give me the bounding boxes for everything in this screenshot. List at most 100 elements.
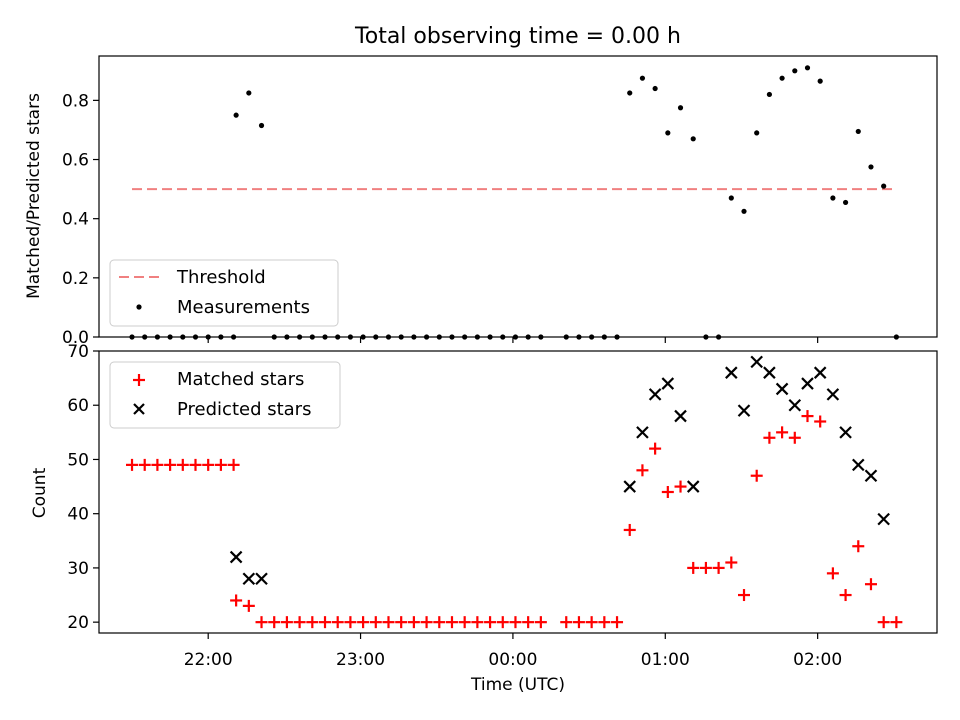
matched-stars-point: [585, 616, 598, 629]
matched-stars-point: [176, 458, 189, 471]
bottom-y-ticks: 20 30 40 50 60 70: [67, 342, 99, 633]
predicted-stars-point: [839, 426, 852, 439]
top-y-tick-label: 0.4: [62, 210, 89, 230]
measurement-point: [868, 164, 874, 170]
matched-stars-point: [433, 616, 446, 629]
matched-stars-point: [214, 458, 227, 471]
matched-stars-point: [826, 567, 839, 580]
matched-stars-point: [699, 561, 712, 574]
measurement-point: [766, 91, 773, 98]
predicted-stars-point: [725, 366, 738, 379]
predicted-stars-point: [864, 469, 878, 483]
matched-stars-point: [877, 616, 890, 629]
matched-stars-point: [712, 561, 725, 574]
predicted-stars-point: [229, 550, 243, 564]
top-title: Total observing time = 0.00 h: [354, 24, 681, 49]
matched-stars-point: [369, 616, 382, 629]
predicted-stars-point: [674, 409, 687, 423]
measurement-point: [258, 122, 265, 129]
bottom-x-tick-label: 22:00: [184, 650, 233, 670]
matched-stars-point: [522, 616, 535, 629]
measurement-point: [842, 199, 849, 206]
predicted-stars-point: [775, 382, 789, 396]
matched-stars-point: [636, 464, 649, 477]
matched-stars-point: [763, 431, 776, 444]
measurement-point: [817, 78, 823, 84]
matched-stars-point: [227, 458, 240, 471]
predicted-stars-point: [737, 404, 751, 417]
bottom-y-tick-label: 20: [67, 613, 89, 633]
matched-stars-point: [242, 599, 255, 612]
predicted-stars-point: [661, 377, 675, 390]
matched-stars-point: [189, 458, 202, 471]
measurement-point: [855, 128, 861, 135]
matched-stars-point: [839, 589, 852, 602]
matched-stars-point: [255, 616, 268, 629]
measurement-point: [804, 65, 811, 71]
matched-stars-point: [484, 616, 497, 629]
bottom-y-tick-label: 50: [67, 450, 89, 470]
matched-stars-point: [649, 442, 662, 455]
matched-stars-point: [738, 589, 751, 602]
predicted-stars-point: [648, 388, 662, 401]
bottom-x-tick-label: 02:00: [793, 650, 842, 670]
matched-stars-point: [534, 616, 547, 629]
matched-stars-point: [230, 594, 243, 607]
measurement-point: [246, 90, 252, 96]
top-legend-box: [109, 259, 339, 327]
matched-stars-point: [598, 616, 611, 629]
measurements-legend-swatch: [136, 304, 142, 310]
top-ylabel: Matched/Predicted stars: [24, 93, 44, 299]
bottom-ylabel: Count: [30, 467, 50, 518]
matched-stars-point: [268, 616, 281, 629]
predicted-stars-point: [763, 366, 776, 379]
bottom-x-tick-label: 00:00: [488, 650, 537, 670]
matched-stars-point: [814, 415, 827, 428]
measurement-point: [690, 136, 696, 142]
bottom-y-tick-label: 30: [67, 559, 89, 579]
measurement-point: [652, 85, 658, 92]
bottom-x-tick-label: 23:00: [336, 650, 385, 670]
top-x-ticks: [207, 337, 819, 343]
matched-stars-point: [890, 616, 903, 629]
matched-stars-point: [164, 458, 177, 471]
matched-stars-point: [661, 486, 674, 498]
predicted-stars-point: [623, 480, 637, 493]
bottom-points: [126, 355, 903, 629]
measurement-point: [881, 183, 887, 189]
matched-stars-point: [126, 458, 139, 471]
matched-stars-point: [344, 616, 357, 629]
matched-legend-label: Matched stars: [177, 369, 304, 390]
bottom-y-tick-label: 60: [67, 396, 89, 416]
matched-stars-point: [407, 616, 420, 629]
bottom-xlabel: Time (UTC): [470, 675, 565, 695]
matched-stars-point: [395, 616, 408, 629]
bottom-y-tick-label: 40: [67, 505, 89, 525]
predicted-stars-point: [242, 572, 256, 586]
matched-stars-point: [509, 616, 522, 629]
predicted-stars-point: [686, 480, 700, 493]
predicted-stars-point: [801, 377, 814, 390]
bottom-x-tick-label: 01:00: [641, 650, 690, 670]
predicted-stars-point: [255, 572, 268, 586]
matched-stars-point: [674, 480, 687, 493]
measurement-point: [779, 75, 785, 81]
predicted-stars-point: [636, 426, 649, 439]
top-y-tick-label: 0.8: [62, 91, 89, 111]
predicted-stars-point: [813, 366, 827, 379]
top-legend: Threshold Measurements: [109, 259, 339, 327]
bottom-legend-box: [109, 361, 341, 429]
bottom-axes-frame: [98, 350, 938, 634]
matched-stars-point: [776, 426, 789, 439]
matched-stars-point: [138, 458, 151, 471]
matched-stars-point: [306, 616, 319, 629]
predicted-legend-label: Predicted stars: [177, 399, 311, 420]
matched-stars-point: [293, 616, 306, 629]
matched-stars-point: [572, 616, 585, 629]
matched-stars-point: [458, 616, 471, 629]
matched-legend-swatch: [133, 374, 145, 386]
measurement-point: [665, 130, 671, 136]
measurement-point: [792, 68, 798, 74]
predicted-stars-point: [788, 398, 802, 412]
predicted-stars-point: [750, 355, 763, 369]
